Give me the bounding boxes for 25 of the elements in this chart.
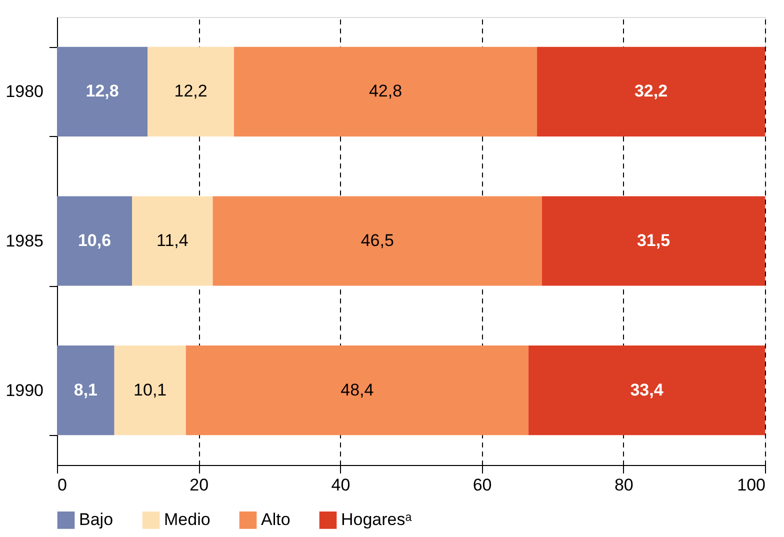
data-label: 48,4 <box>340 380 374 400</box>
data-label: 31,5 <box>636 231 670 250</box>
legend-label: Hogaresᵃ <box>341 510 412 530</box>
x-tick-label: 80 <box>614 476 634 494</box>
data-label: 12,2 <box>174 82 208 101</box>
x-tick-label: 40 <box>331 476 350 494</box>
data-label: 46,5 <box>360 231 394 250</box>
data-label: 11,4 <box>156 231 188 250</box>
legend-label: Alto <box>261 510 290 530</box>
x-tick-label: 100 <box>737 476 766 494</box>
data-label: 12,8 <box>86 82 119 101</box>
legend-label: Bajo <box>79 510 114 530</box>
y-tick-label: 1985 <box>6 232 44 250</box>
x-tick-label: 20 <box>190 476 209 494</box>
x-tick-label: 60 <box>472 476 492 494</box>
data-label: 42,8 <box>368 82 402 101</box>
data-label: 32,2 <box>634 82 668 101</box>
data-label: 10,1 <box>134 380 167 400</box>
data-label: 8,1 <box>74 380 98 400</box>
data-label: 10,6 <box>78 231 112 250</box>
y-tick-label: 1990 <box>6 380 44 400</box>
data-label: 33,4 <box>630 380 664 400</box>
legend-label: Medio <box>164 510 210 530</box>
y-tick-label: 1980 <box>6 82 44 102</box>
x-tick-label: 0 <box>58 476 67 494</box>
